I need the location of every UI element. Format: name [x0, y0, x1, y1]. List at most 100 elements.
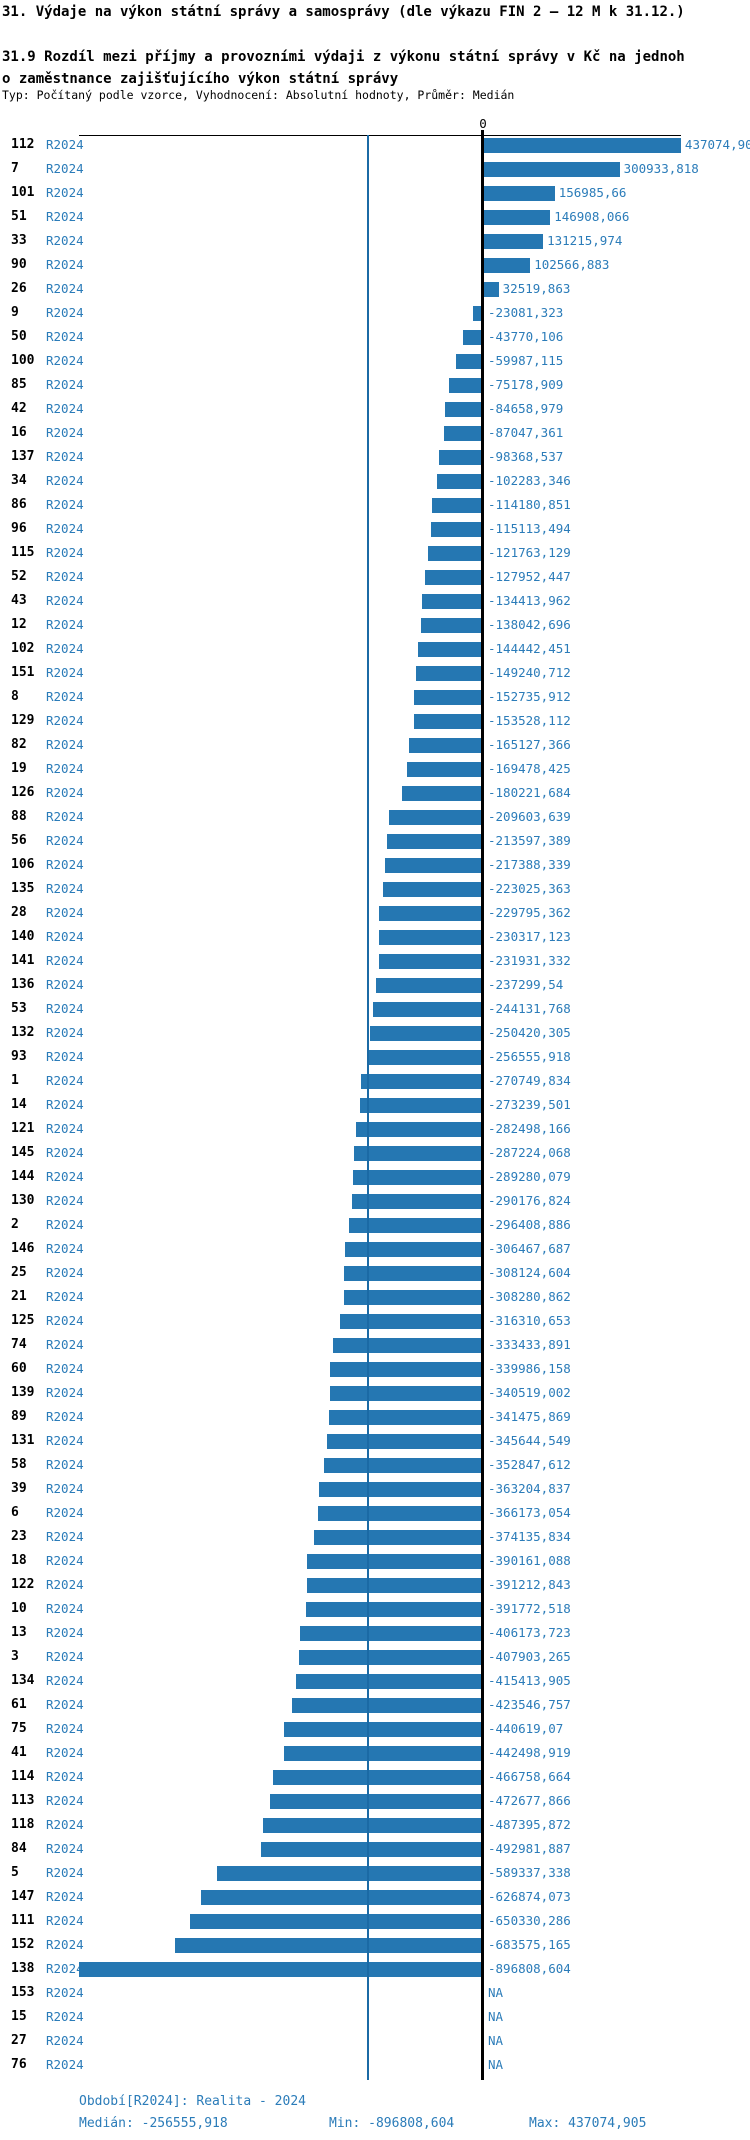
top-axis-rule [79, 135, 681, 136]
chart-row: 131 R2024 -345644,549 [0, 1429, 750, 1453]
value-label: 32519,863 [502, 281, 571, 296]
value-bar [417, 641, 483, 657]
chart-row: 125 R2024 -316310,653 [0, 1309, 750, 1333]
row-id-label: 18 [11, 1553, 27, 1568]
value-label: -98368,537 [488, 449, 564, 464]
row-period-label: R2024 [46, 905, 84, 920]
chart-row: 122 R2024 -391212,843 [0, 1573, 750, 1597]
value-label: -341475,869 [488, 1409, 571, 1424]
chart-row: 84 R2024 -492981,887 [0, 1837, 750, 1861]
chart-row: 7 R2024 300933,818 [0, 157, 750, 181]
row-period-label: R2024 [46, 713, 84, 728]
row-period-label: R2024 [46, 1505, 84, 1520]
value-bar [378, 953, 483, 969]
value-label: -152735,912 [488, 689, 571, 704]
row-period-label: R2024 [46, 1961, 84, 1976]
chart-row: 3 R2024 -407903,265 [0, 1645, 750, 1669]
row-period-label: R2024 [46, 1337, 84, 1352]
value-label: -391212,843 [488, 1577, 571, 1592]
row-period-label: R2024 [46, 1841, 84, 1856]
value-label: -345644,549 [488, 1433, 571, 1448]
row-id-label: 145 [11, 1145, 35, 1160]
row-id-label: 89 [11, 1409, 27, 1424]
value-bar [344, 1289, 483, 1305]
value-bar [382, 881, 483, 897]
chart-row: 112 R2024 437074,905 [0, 133, 750, 157]
row-id-label: 5 [11, 1865, 19, 1880]
row-id-label: 21 [11, 1289, 27, 1304]
value-bar [340, 1313, 483, 1329]
row-period-label: R2024 [46, 1697, 84, 1712]
chart-row: 28 R2024 -229795,362 [0, 901, 750, 925]
chart-row: 6 R2024 -366173,054 [0, 1501, 750, 1525]
row-id-label: 50 [11, 329, 27, 344]
chart-row: 121 R2024 -282498,166 [0, 1117, 750, 1141]
value-bar [263, 1817, 483, 1833]
chart-row: 151 R2024 -149240,712 [0, 661, 750, 685]
row-period-label: R2024 [46, 1985, 84, 2000]
value-label: -306467,687 [488, 1241, 571, 1256]
chart-row: 145 R2024 -287224,068 [0, 1141, 750, 1165]
row-period-label: R2024 [46, 449, 84, 464]
chart-row: 146 R2024 -306467,687 [0, 1237, 750, 1261]
row-period-label: R2024 [46, 1001, 84, 1016]
row-period-label: R2024 [46, 1625, 84, 1640]
value-bar [283, 1745, 483, 1761]
row-id-label: 75 [11, 1721, 27, 1736]
chart-row: 41 R2024 -442498,919 [0, 1741, 750, 1765]
value-bar [484, 281, 499, 297]
row-id-label: 111 [11, 1913, 35, 1928]
row-period-label: R2024 [46, 1145, 84, 1160]
row-id-label: 135 [11, 881, 35, 896]
chart-row: 26 R2024 32519,863 [0, 277, 750, 301]
value-label: -472677,866 [488, 1793, 571, 1808]
row-id-label: 144 [11, 1169, 35, 1184]
row-id-label: 58 [11, 1457, 27, 1472]
chart-row: 5 R2024 -589337,338 [0, 1861, 750, 1885]
row-period-label: R2024 [46, 809, 84, 824]
row-id-label: 102 [11, 641, 35, 656]
row-period-label: R2024 [46, 1769, 84, 1784]
chart-row: 8 R2024 -152735,912 [0, 685, 750, 709]
row-period-label: R2024 [46, 929, 84, 944]
row-id-label: 96 [11, 521, 27, 536]
value-label: NA [488, 1985, 504, 2000]
row-id-label: 15 [11, 2009, 27, 2024]
row-period-label: R2024 [46, 1073, 84, 1088]
value-bar [318, 1505, 483, 1521]
chart-meta-line: Typ: Počítaný podle vzorce, Vyhodnocení:… [2, 88, 515, 102]
value-bar [431, 521, 483, 537]
row-id-label: 1 [11, 1073, 19, 1088]
row-id-label: 23 [11, 1529, 27, 1544]
value-label: -244131,768 [488, 1001, 571, 1016]
value-bar [455, 353, 483, 369]
row-period-label: R2024 [46, 1097, 84, 1112]
value-label: -273239,501 [488, 1097, 571, 1112]
value-bar [408, 737, 483, 753]
row-id-label: 126 [11, 785, 35, 800]
row-id-label: 8 [11, 689, 19, 704]
chart-row: 144 R2024 -289280,079 [0, 1165, 750, 1189]
value-label: -121763,129 [488, 545, 571, 560]
chart-row: 56 R2024 -213597,389 [0, 829, 750, 853]
row-period-label: R2024 [46, 617, 84, 632]
median-line [367, 135, 369, 2080]
chart-row: 129 R2024 -153528,112 [0, 709, 750, 733]
chart-row: 100 R2024 -59987,115 [0, 349, 750, 373]
row-id-label: 43 [11, 593, 27, 608]
row-id-label: 19 [11, 761, 27, 776]
row-period-label: R2024 [46, 689, 84, 704]
row-id-label: 134 [11, 1673, 35, 1688]
value-bar [420, 617, 483, 633]
row-id-label: 132 [11, 1025, 35, 1040]
row-id-label: 153 [11, 1985, 35, 2000]
chart-row: 89 R2024 -341475,869 [0, 1405, 750, 1429]
value-label: -466758,664 [488, 1769, 571, 1784]
row-period-label: R2024 [46, 521, 84, 536]
chart-row: 1 R2024 -270749,834 [0, 1069, 750, 1093]
row-period-label: R2024 [46, 977, 84, 992]
row-period-label: R2024 [46, 161, 84, 176]
value-bar [344, 1241, 483, 1257]
chart-row: 115 R2024 -121763,129 [0, 541, 750, 565]
row-id-label: 13 [11, 1625, 27, 1640]
